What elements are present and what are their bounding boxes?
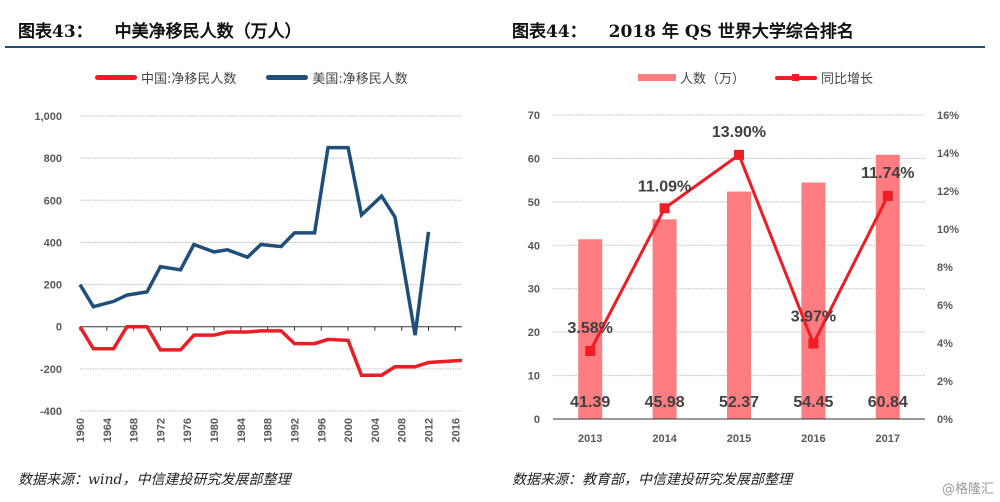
x-tick-label: 1992 <box>289 418 301 442</box>
bar-students-2016 <box>801 182 826 419</box>
x-tick-label: 1984 <box>236 417 248 442</box>
bar-students-2014 <box>652 219 677 419</box>
legend-item-china: 中国:净移民人数 <box>95 68 236 87</box>
growth-marker-2014 <box>659 203 670 214</box>
legend-label-growth: 同比增长 <box>821 72 874 87</box>
x-tick-label: 1988 <box>263 418 275 442</box>
growth-data-label: 3.58% <box>568 320 613 337</box>
x-tick-label: 2017 <box>876 433 900 445</box>
bar-data-label: 41.39 <box>570 394 610 411</box>
right-title-rule <box>500 46 985 48</box>
y-tick-label: 20 <box>528 327 540 339</box>
y2-tick-label: 14% <box>937 148 959 160</box>
growth-marker-2015 <box>734 149 744 160</box>
right-chart-panel: 图表44： 2018 年 QS 世界大学综合排名 人数（万） 同比增长 0 10 20… <box>500 0 1000 502</box>
x-tick-label: 1976 <box>182 418 194 442</box>
y2-tick-label: 6% <box>937 300 953 312</box>
right-legend: 人数（万） 同比增长 <box>638 68 903 87</box>
legend-label-usa: 美国:净移民人数 <box>312 72 408 87</box>
y2-tick-label: 4% <box>937 338 953 350</box>
x-tick-label: 1960 <box>75 418 87 442</box>
y-tick-label: 70 <box>528 110 540 122</box>
y2-tick-label: 12% <box>937 186 959 198</box>
y2-tick-label: 0% <box>937 414 953 426</box>
y-tick-label: 0 <box>56 322 62 334</box>
right-chart-title-text: 2018 年 QS 世界大学综合排名 <box>608 22 854 42</box>
growth-marker-2017 <box>882 190 893 201</box>
legend-swatch-china <box>95 75 137 80</box>
watermark: @格隆汇 <box>941 482 994 497</box>
x-tick-label: 2000 <box>343 418 355 442</box>
y-tick-label: -400 <box>40 406 62 418</box>
x-tick-label: 2016 <box>801 433 825 445</box>
y-tick-label: 40 <box>528 240 540 252</box>
left-chart-panel: 图表43： 中美净移民人数（万人） 中国:净移民人数 美国:净移民人数 -400-… <box>5 17 500 488</box>
legend-label-china: 中国:净移民人数 <box>141 72 237 87</box>
x-tick-label: 2004 <box>370 417 382 442</box>
right-chart-title: 图表44： 2018 年 QS 世界大学综合排名 <box>512 17 854 42</box>
legend-swatch-usa <box>266 75 309 80</box>
bar-data-label: 52.37 <box>719 394 759 411</box>
left-chart-title: 图表43： 中美净移民人数（万人） <box>18 17 302 42</box>
y-tick-label: 50 <box>528 197 540 209</box>
x-tick-label: 1996 <box>316 418 328 442</box>
y-tick-label: 200 <box>44 280 62 292</box>
growth-data-label: 3.97% <box>791 309 836 326</box>
bar-data-label: 60.84 <box>868 394 908 411</box>
left-source-note: 数据来源：wind，中信建投研究发展部整理 <box>18 472 291 488</box>
bar-students-2013 <box>578 239 603 419</box>
china-net-migration-line <box>78 324 463 377</box>
left-chart-number: 图表43： <box>18 22 93 42</box>
bar-data-label: 54.45 <box>793 394 833 411</box>
right-source-note: 数据来源：教育部，中信建投研究发展部整理 <box>512 472 792 488</box>
legend-swatch-growth <box>775 73 818 81</box>
y-tick-label: -200 <box>40 364 62 376</box>
y2-tick-label: 8% <box>937 262 953 274</box>
growth-data-label: 11.09% <box>638 178 691 195</box>
x-tick-label: 2012 <box>423 418 435 442</box>
left-legend: 中国:净移民人数 美国:净移民人数 <box>95 68 438 87</box>
y-tick-label: 10 <box>528 371 540 383</box>
x-tick-label: 1964 <box>102 417 114 442</box>
left-chart-title-text: 中美净移民人数（万人） <box>114 22 302 42</box>
x-tick-label: 2016 <box>450 418 462 442</box>
legend-item-usa: 美国:净移民人数 <box>266 68 408 87</box>
x-tick-label: 2013 <box>578 433 602 445</box>
growth-marker-2013 <box>585 345 596 356</box>
legend-swatch-students <box>638 74 676 81</box>
right-chart-svg: 0 10 20 30 40 50 60 70 0% 2% 4% 6% 8% 10% 12% 14% 16% 201… <box>528 110 959 445</box>
x-tick-label: 2008 <box>397 418 409 442</box>
legend-item-growth: 同比增长 <box>775 68 873 87</box>
y2-tick-label: 10% <box>937 224 959 236</box>
y-tick-label: 60 <box>528 153 540 165</box>
x-tick-label: 1972 <box>155 418 167 442</box>
growth-marker-2016 <box>808 338 819 349</box>
left-title-rule <box>5 46 500 48</box>
y-tick-label: 30 <box>528 284 540 296</box>
legend-marker-growth <box>792 73 800 81</box>
growth-data-label: 13.90% <box>712 124 766 141</box>
y-tick-label: 400 <box>44 237 62 249</box>
x-tick-label: 1968 <box>129 418 141 442</box>
growth-data-label: 11.74% <box>861 165 914 182</box>
legend-label-students: 人数（万） <box>680 72 746 87</box>
legend-item-students: 人数（万） <box>638 68 745 87</box>
bar-data-label: 45.98 <box>645 394 685 411</box>
usa-net-migration-line <box>78 145 431 336</box>
y2-tick-label: 2% <box>937 376 953 388</box>
y2-tick-label: 16% <box>937 110 959 122</box>
left-chart-svg: -400 -200 0 200 400 600 800 1,000 1960 1964 1968 19… <box>34 111 463 442</box>
x-tick-label: 2014 <box>652 433 677 445</box>
bar-students-2015 <box>727 191 751 419</box>
right-chart-number: 图表44： <box>512 22 587 42</box>
y-tick-label: 0 <box>534 414 540 426</box>
y-tick-label: 600 <box>44 195 62 207</box>
x-tick-label: 1980 <box>209 418 221 442</box>
x-tick-label: 2015 <box>727 433 751 445</box>
y-tick-label: 1,000 <box>34 111 62 123</box>
y-tick-label: 800 <box>44 153 62 165</box>
